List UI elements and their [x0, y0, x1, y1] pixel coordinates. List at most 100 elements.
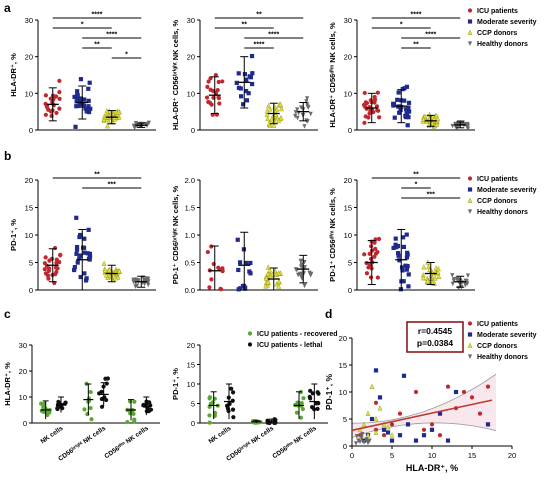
legend: ICU patients Moderate severity CCP donors H… [467, 8, 537, 48]
data-point-healthy [304, 99, 309, 104]
data-point-icu [209, 277, 214, 282]
data-point-healthy [302, 124, 307, 129]
data-point-lethal [273, 420, 278, 425]
data-point-recovered [41, 409, 46, 414]
data-point-healthy [455, 124, 460, 130]
panel-letter-d: d [325, 307, 332, 321]
data-point-recovered [128, 411, 133, 416]
data-point-moderate [391, 245, 396, 251]
y-axis-label: HLA-DR⁺ CD56ᵇʳⁱᵍʰᵗ NK cells, % [171, 20, 180, 131]
data-point-ccp [425, 278, 431, 284]
data-point-moderate [406, 272, 411, 277]
data-point-moderate [84, 276, 89, 281]
data-point-healthy [298, 264, 304, 270]
data-point-healthy [299, 105, 304, 111]
data-point-ccp [377, 405, 383, 411]
data-point-icu [52, 245, 58, 251]
data-point-lethal [308, 388, 313, 393]
y-tick-label: 0 [343, 442, 347, 451]
data-point-ccp [467, 29, 473, 35]
data-point-healthy [450, 273, 455, 278]
significance-label: * [415, 182, 418, 189]
data-point-lethal [230, 398, 235, 403]
data-point-moderate [85, 251, 90, 256]
y-tick-label: 5 [343, 415, 347, 424]
x-tick-label: 20 [508, 451, 516, 460]
data-point-moderate [244, 98, 250, 103]
stat-p: p=0.0384 [417, 338, 453, 348]
y-tick-label: 15 [344, 204, 352, 213]
data-point-healthy [133, 284, 138, 289]
stat-r: r=0.4545 [418, 326, 453, 336]
data-point-ccp [267, 267, 273, 273]
data-point-icu [461, 389, 467, 395]
x-axis-label: HLA-DR⁺, % [406, 463, 458, 473]
data-point-icu [46, 268, 52, 274]
significance-label: ** [413, 42, 419, 49]
legend-c: ICU patients - recovered ICU patients - l… [247, 331, 338, 349]
x-tick-label: NK cells [207, 425, 232, 446]
y-tick-label: 0.0 [185, 286, 195, 295]
data-point-moderate [249, 53, 255, 59]
y-tick-label: 10 [187, 89, 195, 98]
data-point-moderate [81, 245, 86, 250]
data-point-ccp [263, 283, 269, 289]
data-point-recovered [132, 399, 137, 404]
data-point-ccp [265, 279, 271, 285]
data-point-healthy [367, 438, 372, 444]
y-axis-label: HLA-DR⁺, % [3, 362, 12, 406]
data-point-healthy [142, 277, 147, 283]
y-tick-label: 0 [191, 419, 195, 428]
data-point-recovered [298, 415, 304, 420]
y-tick-label: 0 [23, 419, 27, 428]
data-point-moderate [400, 268, 405, 273]
y-tick-label: 5 [191, 400, 195, 409]
data-point-ccp [276, 278, 282, 284]
data-point-moderate [405, 111, 410, 116]
data-point-icu [372, 254, 377, 259]
data-point-ccp [106, 267, 112, 273]
data-point-recovered [88, 389, 93, 395]
y-tick-label: 30 [19, 341, 27, 350]
stats-box [406, 321, 464, 353]
data-point-ccp [263, 275, 269, 281]
data-point-moderate [401, 244, 406, 250]
y-tick-label: 20 [344, 53, 352, 62]
data-point-moderate [391, 101, 396, 106]
data-point-recovered [132, 417, 137, 422]
data-point-healthy [357, 439, 363, 445]
data-point-icu [364, 100, 370, 106]
data-point-moderate [240, 284, 245, 289]
data-point-healthy [304, 96, 310, 101]
data-point-ccp [436, 273, 442, 279]
x-tick-label: CD56ᵈⁱᵐ NK cells [103, 425, 150, 461]
data-point-healthy [307, 270, 312, 276]
data-point-icu [369, 244, 374, 249]
data-point-ccp [365, 410, 371, 416]
data-point-ccp [115, 274, 121, 280]
data-point-icu [377, 115, 382, 120]
data-point-healthy [299, 274, 304, 280]
data-point-icu [368, 256, 374, 262]
data-point-moderate [74, 244, 80, 250]
data-point-moderate [397, 433, 403, 438]
data-point-icu [362, 90, 367, 96]
data-point-healthy [145, 276, 150, 281]
data-point-moderate [237, 260, 243, 265]
data-point-moderate [404, 255, 409, 260]
x-tick-label: NK cells [39, 425, 64, 446]
data-point-moderate [406, 115, 411, 120]
data-point-icu [57, 96, 62, 102]
data-point-moderate [404, 232, 409, 237]
data-point-moderate [234, 80, 239, 85]
data-point-moderate [396, 253, 401, 258]
data-point-moderate [406, 100, 412, 105]
significance-label: **** [411, 12, 422, 19]
data-point-icu [367, 251, 372, 256]
data-point-lethal [146, 407, 151, 412]
data-point-ccp [385, 424, 391, 430]
confidence-band [352, 374, 496, 438]
data-point-healthy [146, 120, 151, 126]
data-point-moderate [239, 94, 244, 99]
